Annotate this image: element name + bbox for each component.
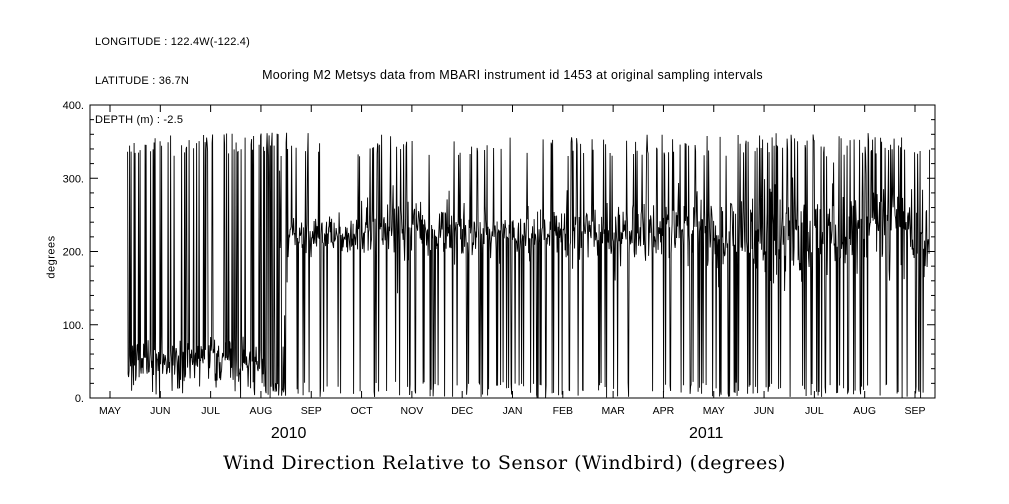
- x-tick-label: JUN: [150, 405, 170, 417]
- station-info: LONGITUDE : 122.4W(-122.4) LATITUDE : 36…: [95, 10, 250, 153]
- x-tick-label: SEP: [301, 405, 322, 417]
- y-tick-label: 400.: [63, 100, 84, 112]
- x-tick-label: JAN: [503, 405, 523, 417]
- x-tick-label: AUG: [853, 405, 876, 417]
- x-tick-label: MAR: [601, 405, 625, 417]
- x-tick-label: NOV: [400, 405, 423, 417]
- x-tick-label: MAY: [703, 405, 725, 417]
- y-tick-label: 300.: [63, 173, 84, 185]
- x-tick-label: JUL: [201, 405, 220, 417]
- bottom-title: Wind Direction Relative to Sensor (Windb…: [223, 452, 786, 474]
- y-tick-label: 200.: [63, 247, 84, 259]
- depth-text: DEPTH (m) : -2.5: [95, 114, 184, 126]
- x-tick-label: AUG: [250, 405, 273, 417]
- year-label: 2010: [271, 425, 307, 442]
- x-tick-label: FEB: [553, 405, 573, 417]
- x-tick-label: APR: [653, 405, 675, 417]
- y-tick-label: 0.: [75, 393, 84, 405]
- x-tick-label: OCT: [350, 405, 373, 417]
- x-tick-label: JUN: [754, 405, 774, 417]
- plot-title: Mooring M2 Metsys data from MBARI instru…: [262, 68, 763, 82]
- year-label: 2011: [689, 425, 724, 442]
- wind-direction-series: [127, 132, 931, 399]
- x-tick-label: MAY: [99, 405, 121, 417]
- x-tick-label: DEC: [451, 405, 474, 417]
- x-tick-label: JUL: [805, 405, 824, 417]
- y-tick-label: 100.: [63, 320, 84, 332]
- x-tick-label: SEP: [904, 405, 925, 417]
- latitude-text: LATITUDE : 36.7N: [95, 75, 190, 87]
- longitude-text: LONGITUDE : 122.4W(-122.4): [95, 36, 250, 48]
